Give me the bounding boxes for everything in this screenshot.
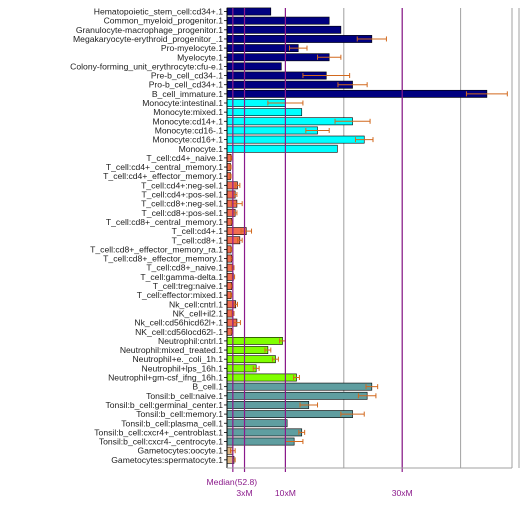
bar <box>226 428 303 437</box>
category-label: Monocyte:cd16+.1 <box>153 135 224 145</box>
category-label: Tonsil:b_cell:memory.1 <box>136 409 223 419</box>
category-label: Pre-b_cell_cd34-.1 <box>151 71 223 81</box>
bar <box>226 364 257 373</box>
category-label: Pro-b_cell_cd34+.1 <box>149 80 224 90</box>
category-label: B_cell.1 <box>192 382 223 392</box>
bars-layer <box>226 7 508 464</box>
category-label: T_cell:cd4+:neg-sel.1 <box>141 180 223 190</box>
category-label: Myelocyte.1 <box>177 52 223 62</box>
category-label: T_cell:cd4+_naive.1 <box>146 153 223 163</box>
category-label: Common_myeloid_progenitor.1 <box>104 16 224 26</box>
bar <box>226 355 276 364</box>
category-label: T_cell:cd8+:pos-sel.1 <box>142 208 224 218</box>
bar <box>226 373 297 382</box>
bar <box>226 35 373 43</box>
category-label: T_cell:effector:mixed.1 <box>137 290 224 300</box>
category-label: Monocyte:cd16-.1 <box>155 125 224 135</box>
median-label: Median(52.8) <box>207 477 258 487</box>
category-label: Tonsil:b_cell:germinal_center.1 <box>105 400 223 410</box>
category-label: T_cell:treg:naive.1 <box>153 281 223 291</box>
bar <box>226 410 353 418</box>
category-label: Gametocytes:oocyte.1 <box>137 446 223 456</box>
axis-layer <box>224 8 512 469</box>
category-label: Monocyte:cd14+.1 <box>153 116 224 126</box>
bar <box>226 336 283 345</box>
category-label: Tonsil:b_cell:naive.1 <box>146 391 223 401</box>
bar <box>226 53 330 62</box>
category-label: Monocyte:intestinal.1 <box>142 98 223 108</box>
bar <box>226 437 295 446</box>
category-label: NK_cell+il2.1 <box>173 308 224 318</box>
category-label: T_cell:cd4+.1 <box>172 226 224 236</box>
category-label: T_cell:cd4+_effector_memory.1 <box>103 171 223 181</box>
category-label: T_cell:cd4+_central_memory.1 <box>106 162 223 172</box>
category-label: Neutrophil+lps_16h.1 <box>142 363 224 373</box>
category-label: T_cell:cd8+_central_memory.1 <box>106 217 223 227</box>
category-label: Tonsil:b_cell:cxcr4-_centrocyte.1 <box>99 437 223 447</box>
bar <box>226 126 318 135</box>
category-label: T_cell:cd8+_naive.1 <box>146 263 223 273</box>
category-label: Neutrophil+e._coli_1h.1 <box>132 354 223 364</box>
category-label: Pro-myelocyte.1 <box>161 43 223 53</box>
bar <box>226 62 282 71</box>
category-label: Neutrophil+gm-csf_ifng_16h.1 <box>108 373 223 383</box>
category-label: Hematopoietic_stem_cell:cd34+.1 <box>94 7 223 17</box>
bar <box>226 7 272 16</box>
reference-lines: Median(52.8)3xM 10xM 30xM <box>207 8 413 498</box>
category-label: Neutrophil:mixed_treated.1 <box>120 345 223 355</box>
bar <box>226 144 338 153</box>
category-label: Megakaryocyte-erythroid_progenitor_.1 <box>73 34 223 44</box>
bar <box>226 401 310 409</box>
category-label: Tonsil:b_cell:plasma_cell.1 <box>121 418 223 428</box>
bar <box>226 382 373 391</box>
category-label: Colony-forming_unit_erythrocyte:cfu-e.1 <box>70 61 223 71</box>
category-label: T_cell:cd8+_effector_memory_ra.1 <box>90 244 223 254</box>
category-label: T_cell:cd4+:pos-sel.1 <box>142 190 224 200</box>
bar <box>226 419 288 428</box>
category-label: T_cell:cd8+_effector_memory.1 <box>103 254 223 264</box>
category-label: Neutrophil:cntrl.1 <box>158 336 223 346</box>
category-label: Monocyte:mixed.1 <box>153 107 223 117</box>
reference-label: 30xM <box>392 488 413 498</box>
bar <box>226 135 365 144</box>
category-label: T_cell:gamma-delta.1 <box>140 272 223 282</box>
bar <box>226 391 368 400</box>
bar <box>226 108 303 117</box>
category-label: T_cell:cd8+.1 <box>172 235 224 245</box>
category-label: NK_cell:cd56locd62l-.1 <box>135 327 223 337</box>
category-label: Gametocytes:spermatocyte.1 <box>111 455 223 465</box>
category-label: Nk_cell:cd56hicd62l+.1 <box>134 318 223 328</box>
category-label: Nk_cell:cntrl.1 <box>169 299 223 309</box>
category-label: Monocyte.1 <box>179 144 224 154</box>
bar <box>226 44 299 52</box>
category-label: B_cell_immature.1 <box>152 89 223 99</box>
reference-label: 3xM <box>236 488 252 498</box>
category-label: Tonsil:b_cell:cxcr4+_centroblast.1 <box>94 427 223 437</box>
bar <box>226 80 353 89</box>
category-label: Granulocyte-macrophage_progenitor.1 <box>76 25 223 35</box>
bar <box>226 16 330 25</box>
bar <box>226 117 353 126</box>
category-label: T_cell:cd8+:neg-sel.1 <box>141 199 223 209</box>
bar <box>226 89 488 98</box>
reference-label: 10xM <box>275 488 296 498</box>
category-labels: Hematopoietic_stem_cell:cd34+.1Common_my… <box>70 7 223 465</box>
